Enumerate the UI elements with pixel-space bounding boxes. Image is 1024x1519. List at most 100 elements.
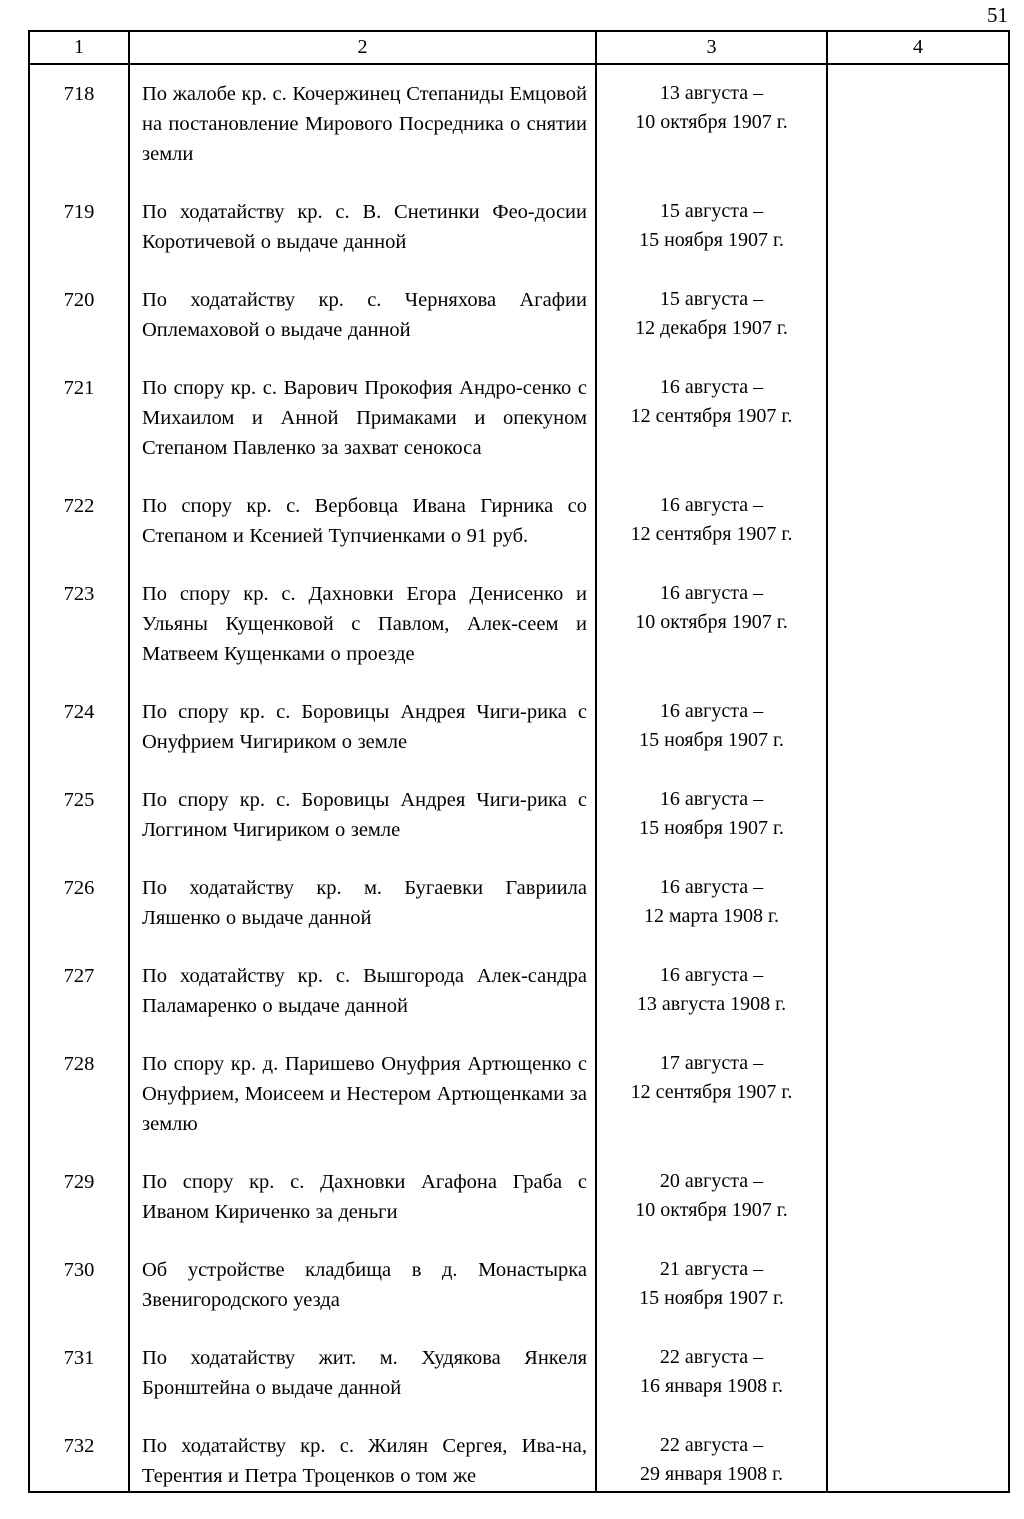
record-date-start: 17 августа – — [659, 1052, 764, 1074]
record-dates: 16 августа – 12 сентября 1907 г. — [596, 359, 828, 477]
record-date-end: 12 сентября 1907 г. — [630, 1081, 793, 1103]
table-row: 726 По ходатайству кр. м. Бугаевки Гаври… — [29, 859, 1009, 947]
record-number: 732 — [29, 1417, 130, 1492]
record-subject: По ходатайству кр. с. Черняхова Агафии О… — [129, 271, 597, 359]
table-row: 724 По спору кр. с. Боровицы Андрея Чиги… — [29, 683, 1009, 771]
record-date-end: 12 декабря 1907 г. — [635, 317, 788, 339]
record-date-start: 15 августа – — [659, 288, 764, 310]
record-date-end: 12 сентября 1907 г. — [630, 523, 793, 545]
column-header-2: 2 — [129, 31, 597, 65]
record-subject: По ходатайству кр. с. Вышгорода Алек-сан… — [129, 947, 597, 1035]
record-notes — [827, 1035, 1009, 1153]
record-dates: 22 августа – 29 января 1908 г. — [596, 1417, 828, 1492]
record-number: 726 — [29, 859, 130, 947]
page-number: 51 — [987, 3, 1008, 27]
record-dates: 15 августа – 12 декабря 1907 г. — [596, 271, 828, 359]
record-subject: По спору кр. с. Боровицы Андрея Чиги-рик… — [129, 683, 597, 771]
record-notes — [827, 359, 1009, 477]
table-row: 722 По спору кр. с. Вербовца Ивана Гирни… — [29, 477, 1009, 565]
record-date-start: 16 августа – — [659, 876, 764, 898]
record-dates: 13 августа – 10 октября 1907 г. — [596, 64, 828, 183]
record-notes — [827, 947, 1009, 1035]
record-date-start: 16 августа – — [659, 700, 764, 722]
record-date-start: 16 августа – — [659, 494, 764, 516]
record-number: 724 — [29, 683, 130, 771]
record-subject: По спору кр. с. Варович Прокофия Андро-с… — [129, 359, 597, 477]
record-dates: 16 августа – 15 ноября 1907 г. — [596, 683, 828, 771]
record-dates: 16 августа – 10 октября 1907 г. — [596, 565, 828, 683]
column-header-3: 3 — [596, 31, 828, 65]
record-date-end: 16 января 1908 г. — [639, 1375, 784, 1397]
record-dates: 20 августа – 10 октября 1907 г. — [596, 1153, 828, 1241]
record-notes — [827, 271, 1009, 359]
record-number: 728 — [29, 1035, 130, 1153]
record-number: 725 — [29, 771, 130, 859]
record-dates: 17 августа – 12 сентября 1907 г. — [596, 1035, 828, 1153]
table-row: 727 По ходатайству кр. с. Вышгорода Алек… — [29, 947, 1009, 1035]
record-date-end: 15 ноября 1907 г. — [639, 229, 784, 251]
record-date-end: 10 октября 1907 г. — [635, 611, 788, 633]
table-row: 723 По спору кр. с. Дахновки Егора Денис… — [29, 565, 1009, 683]
record-date-start: 13 августа – — [659, 82, 764, 104]
record-notes — [827, 565, 1009, 683]
table-row: 720 По ходатайству кр. с. Черняхова Агаф… — [29, 271, 1009, 359]
column-header-4: 4 — [827, 31, 1009, 65]
table-row: 721 По спору кр. с. Варович Прокофия Анд… — [29, 359, 1009, 477]
record-date-end: 10 октября 1907 г. — [635, 1199, 788, 1221]
record-notes — [827, 64, 1009, 183]
record-number: 721 — [29, 359, 130, 477]
record-date-end: 12 марта 1908 г. — [644, 905, 779, 927]
record-date-end: 12 сентября 1907 г. — [630, 405, 793, 427]
record-date-end: 15 ноября 1907 г. — [639, 817, 784, 839]
record-number: 718 — [29, 64, 130, 183]
register-table: 1 2 3 4 718 По жалобе кр. с. Кочержинец … — [28, 30, 1010, 1493]
record-date-start: 22 августа – — [659, 1346, 764, 1368]
record-subject: По спору кр. с. Дахновки Агафона Граба с… — [129, 1153, 597, 1241]
record-number: 719 — [29, 183, 130, 271]
record-date-start: 16 августа – — [659, 964, 764, 986]
record-subject: По жалобе кр. с. Кочержинец Степаниды Ем… — [129, 64, 597, 183]
record-number: 729 — [29, 1153, 130, 1241]
record-notes — [827, 1329, 1009, 1417]
record-date-end: 13 августа 1908 г. — [636, 993, 787, 1015]
record-notes — [827, 859, 1009, 947]
record-number: 731 — [29, 1329, 130, 1417]
record-subject: Об устройстве кладбища в д. Монастырка З… — [129, 1241, 597, 1329]
record-dates: 16 августа – 13 августа 1908 г. — [596, 947, 828, 1035]
record-date-start: 16 августа – — [659, 376, 764, 398]
record-number: 722 — [29, 477, 130, 565]
record-date-end: 15 ноября 1907 г. — [639, 729, 784, 751]
record-date-end: 10 октября 1907 г. — [635, 111, 788, 133]
record-notes — [827, 1417, 1009, 1492]
record-notes — [827, 771, 1009, 859]
table-row: 731 По ходатайству жит. м. Худякова Янке… — [29, 1329, 1009, 1417]
record-number: 723 — [29, 565, 130, 683]
table-row: 719 По ходатайству кр. с. В. Снетинки Фе… — [29, 183, 1009, 271]
record-subject: По спору кр. с. Вербовца Ивана Гирника с… — [129, 477, 597, 565]
record-dates: 22 августа – 16 января 1908 г. — [596, 1329, 828, 1417]
record-date-start: 21 августа – — [659, 1258, 764, 1280]
record-number: 720 — [29, 271, 130, 359]
record-subject: По ходатайству кр. с. Жилян Сергея, Ива-… — [129, 1417, 597, 1492]
table-row: 725 По спору кр. с. Боровицы Андрея Чиги… — [29, 771, 1009, 859]
record-dates: 16 августа – 12 марта 1908 г. — [596, 859, 828, 947]
record-subject: По спору кр. с. Дахновки Егора Денисенко… — [129, 565, 597, 683]
table-row: 732 По ходатайству кр. с. Жилян Сергея, … — [29, 1417, 1009, 1492]
table-header-row: 1 2 3 4 — [29, 31, 1009, 65]
record-subject: По спору кр. д. Паришево Онуфрия Артющен… — [129, 1035, 597, 1153]
record-dates: 15 августа – 15 ноября 1907 г. — [596, 183, 828, 271]
record-subject: По ходатайству кр. м. Бугаевки Гавриила … — [129, 859, 597, 947]
table-row: 718 По жалобе кр. с. Кочержинец Степанид… — [29, 64, 1009, 183]
record-date-start: 16 августа – — [659, 582, 764, 604]
record-notes — [827, 683, 1009, 771]
record-date-start: 20 августа – — [659, 1170, 764, 1192]
record-number: 727 — [29, 947, 130, 1035]
record-dates: 16 августа – 12 сентября 1907 г. — [596, 477, 828, 565]
record-notes — [827, 477, 1009, 565]
record-subject: По ходатайству кр. с. В. Снетинки Фео-до… — [129, 183, 597, 271]
record-subject: По спору кр. с. Боровицы Андрея Чиги-рик… — [129, 771, 597, 859]
column-header-1: 1 — [29, 31, 130, 65]
record-dates: 16 августа – 15 ноября 1907 г. — [596, 771, 828, 859]
record-notes — [827, 1153, 1009, 1241]
